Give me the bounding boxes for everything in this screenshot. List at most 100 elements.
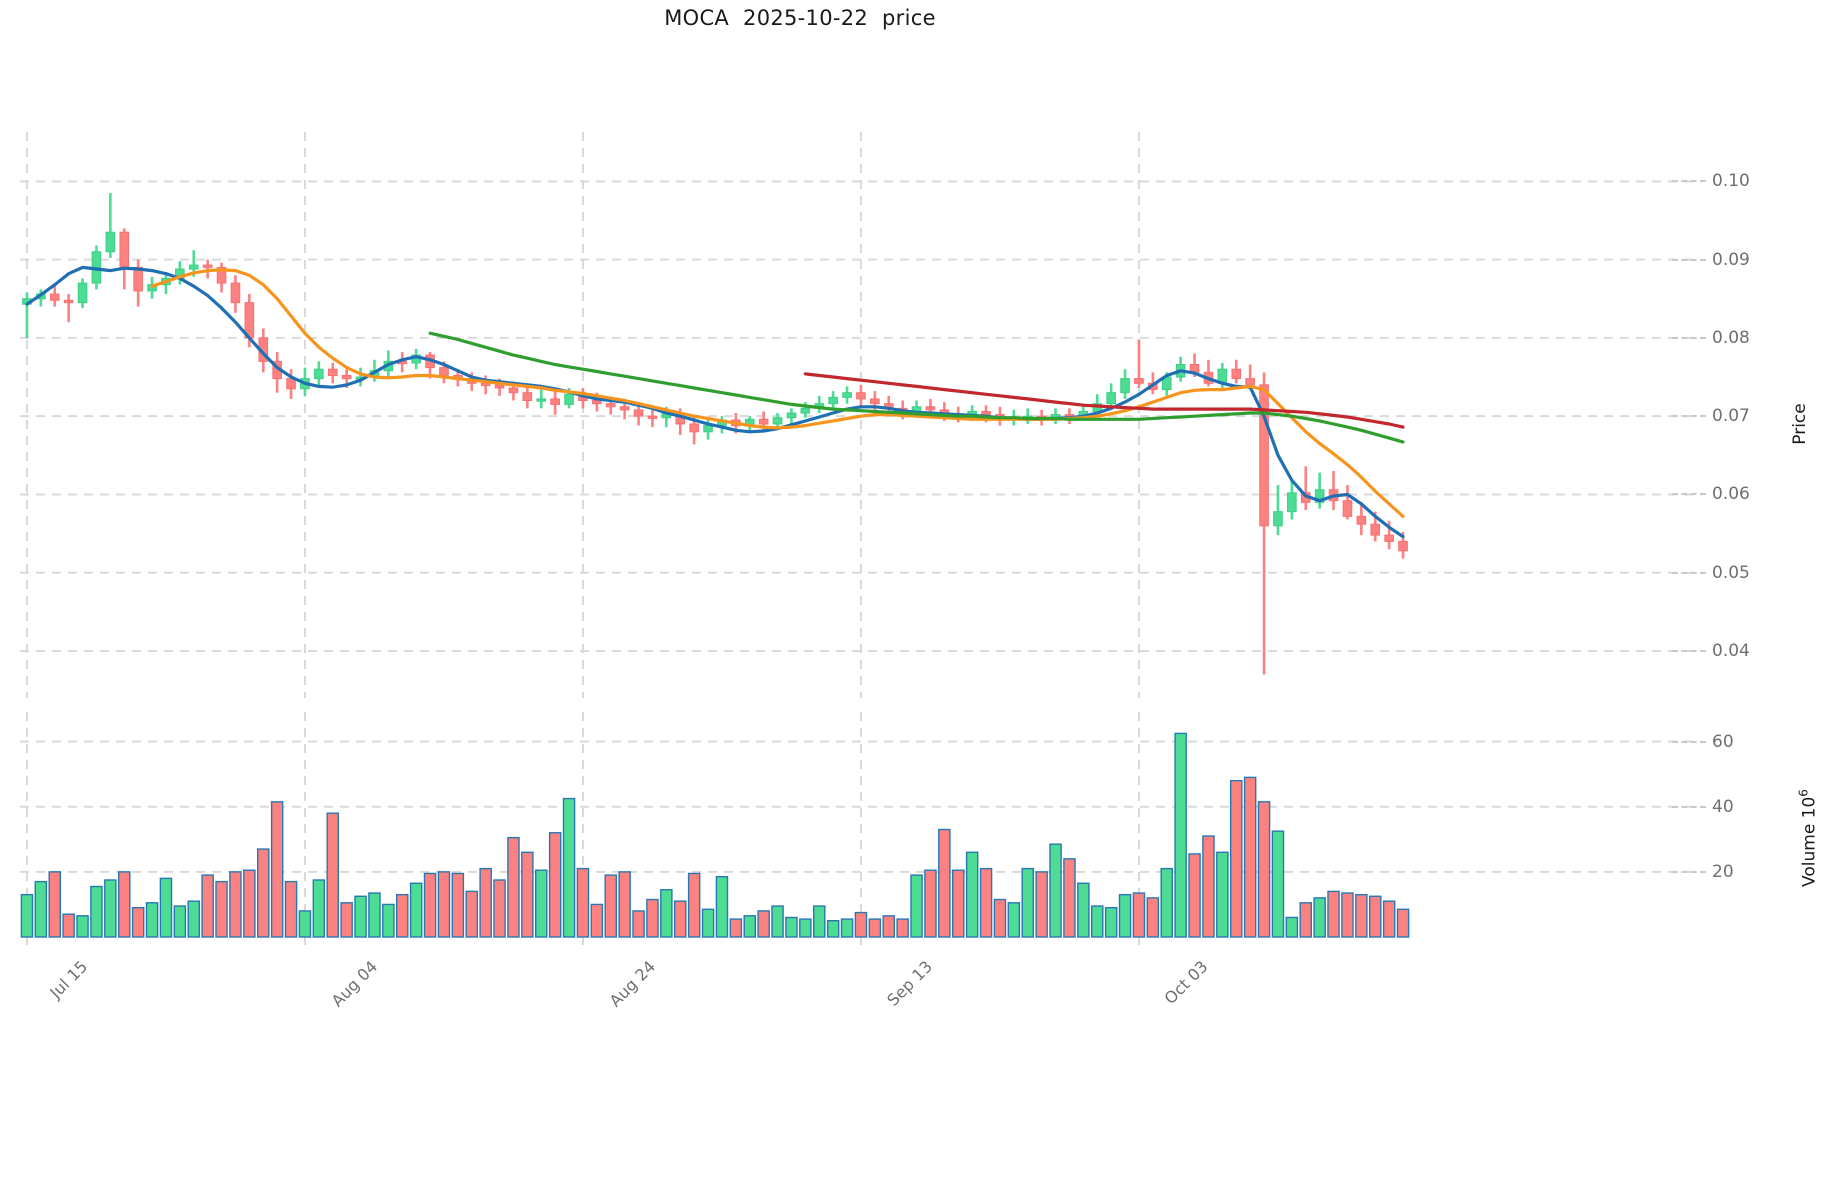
volume-bar (34, 880, 48, 938)
volume-bar (507, 836, 520, 938)
candle-body (1259, 384, 1269, 527)
candle-body (605, 403, 616, 408)
volume-bar (701, 908, 715, 938)
volume-bar (312, 879, 326, 938)
candle-body (188, 264, 199, 270)
candle-body (800, 407, 811, 414)
candle-body (494, 384, 505, 389)
ma-line-1 (150, 268, 1405, 518)
candle-body (1342, 500, 1353, 517)
volume-bar (1118, 893, 1132, 938)
volume-bar (965, 851, 979, 938)
candle-body (786, 412, 797, 419)
volume-bar (437, 871, 451, 938)
volume-bar (1160, 867, 1174, 938)
candle-body (1356, 515, 1367, 525)
volume-bar (951, 869, 965, 938)
volume-bar (1299, 902, 1313, 938)
price-tick-label: 0.08 (1672, 328, 1756, 348)
volume-bar (687, 872, 701, 938)
volume-bar (1035, 871, 1048, 938)
volume-bar (826, 920, 840, 938)
volume-bar (632, 910, 645, 938)
candle-body (536, 398, 547, 402)
volume-bar (104, 879, 117, 938)
candle-body (286, 378, 296, 390)
volume-bar (1243, 776, 1257, 938)
candle-body (981, 410, 991, 416)
date-tick-label: Aug 24 (605, 957, 660, 1011)
volume-bar (62, 913, 75, 938)
volume-bar (90, 885, 103, 938)
candle-body (49, 293, 60, 301)
volume-bar (1382, 900, 1396, 938)
volume-gridlines (20, 712, 1702, 945)
candle-body (119, 231, 130, 268)
candle-body (1245, 378, 1255, 386)
volume-bar (1132, 892, 1146, 938)
candlestick-series (22, 193, 1408, 675)
volume-bar (548, 832, 562, 938)
candle-body (105, 231, 116, 253)
candle-body (619, 406, 630, 411)
volume-bar (1271, 830, 1285, 938)
candle-body (327, 368, 338, 376)
candle-body (925, 406, 936, 411)
candle-body (564, 393, 574, 405)
volume-bar (20, 893, 34, 938)
volume-bar (298, 910, 312, 938)
volume-bar (256, 848, 270, 938)
candle-body (1384, 534, 1394, 542)
candle-body (842, 392, 852, 398)
volume-bar (1146, 897, 1160, 938)
volume-bar (1313, 897, 1326, 938)
candle-body (703, 425, 713, 433)
candle-body (1106, 392, 1116, 405)
price-panel (20, 132, 1702, 698)
volume-bar (465, 890, 479, 938)
volume-bar (757, 910, 770, 938)
date-tick-label: Jul 15 (46, 957, 92, 1003)
volume-bar (1188, 853, 1201, 938)
candle-body (508, 387, 519, 394)
volume-bar (590, 903, 604, 938)
volume-bar (145, 902, 159, 938)
volume-bar (354, 895, 367, 938)
volume-bar (368, 892, 381, 938)
volume-panel (20, 712, 1702, 945)
volume-bar (979, 867, 993, 938)
volume-bar (1368, 895, 1382, 938)
volume-bar (771, 905, 784, 938)
volume-bar (395, 893, 409, 938)
price-tick-label: 0.10 (1672, 171, 1756, 191)
candle-body (647, 415, 658, 419)
candle-body (772, 417, 783, 425)
candle-body (216, 266, 227, 284)
volume-bar (854, 911, 868, 938)
volume-bar (910, 874, 923, 938)
volume-bar (201, 874, 214, 938)
volume-bar (1327, 890, 1340, 938)
candle-body (856, 392, 866, 400)
volume-bar (1341, 892, 1354, 938)
candle-body (1231, 368, 1242, 380)
volume-plot (20, 712, 1702, 945)
volume-bar (534, 869, 548, 938)
volume-bar (1355, 893, 1368, 938)
volume-bar (938, 828, 951, 938)
volume-bar (159, 877, 173, 938)
price-plot (20, 132, 1702, 698)
volume-bar (76, 915, 89, 938)
volume-bar (618, 871, 631, 938)
candle-body (439, 367, 449, 376)
candle-body (314, 368, 324, 380)
candle-body (1120, 378, 1130, 394)
volume-bar (1174, 732, 1187, 938)
volume-bar (799, 918, 812, 938)
candle-body (230, 282, 241, 304)
volume-bar (729, 918, 743, 938)
volume-bar (187, 900, 201, 938)
candle-body (1398, 540, 1408, 552)
volume-bar (173, 905, 187, 938)
candle-body (341, 374, 352, 380)
